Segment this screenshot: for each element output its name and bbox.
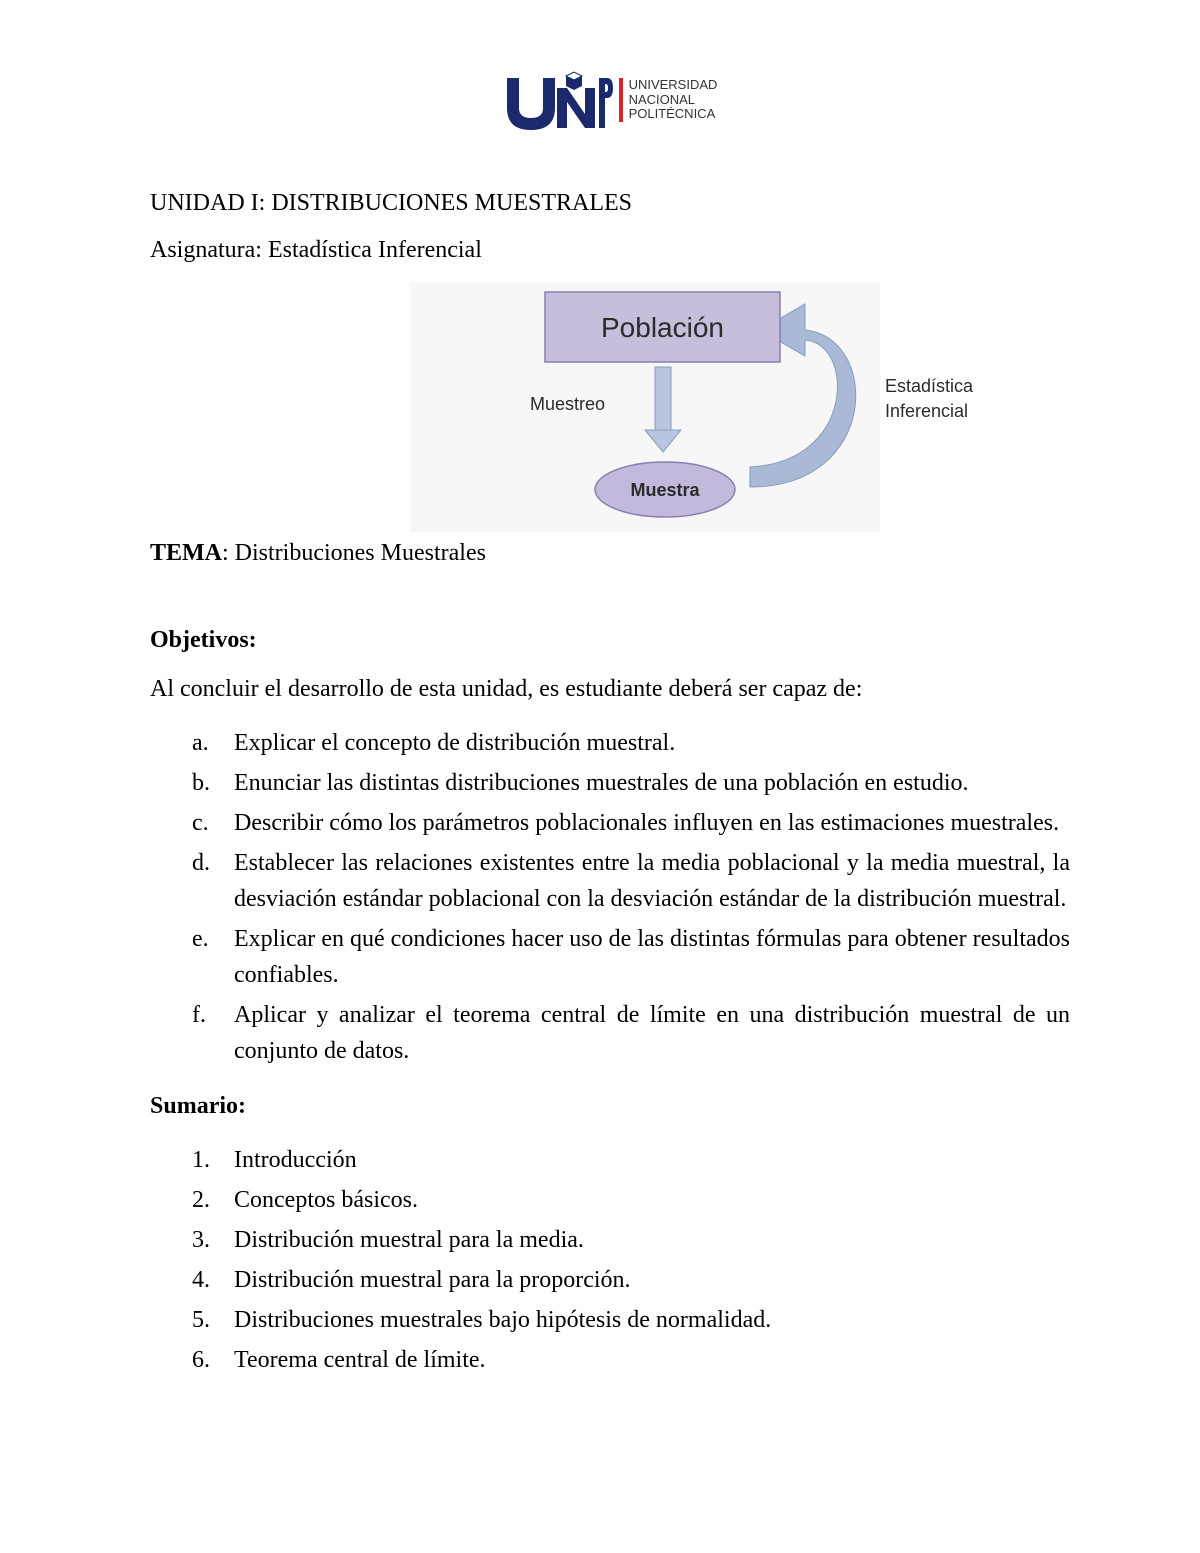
logo-line-2: NACIONAL [629, 93, 718, 108]
list-marker: 2. [192, 1182, 234, 1218]
objective-text: Establecer las relaciones existentes ent… [234, 845, 1070, 917]
list-marker: f. [192, 997, 234, 1069]
logo-line-1: UNIVERSIDAD [629, 78, 718, 93]
label-inferencial_label_1: Estadística [885, 376, 974, 396]
objective-item: b.Enunciar las distintas distribuciones … [192, 765, 1070, 801]
list-marker: 6. [192, 1342, 234, 1378]
tema-label: TEMA [150, 540, 222, 566]
list-marker: e. [192, 921, 234, 993]
list-marker: 3. [192, 1222, 234, 1258]
summary-list: 1.Introducción2.Conceptos básicos.3.Dist… [150, 1142, 1070, 1378]
summary-text: Conceptos básicos. [234, 1182, 418, 1218]
summary-item: 4.Distribución muestral para la proporci… [192, 1262, 1070, 1298]
summary-item: 5.Distribuciones muestrales bajo hipótes… [192, 1302, 1070, 1338]
objective-text: Describir cómo los parámetros poblaciona… [234, 805, 1059, 841]
summary-text: Introducción [234, 1142, 357, 1178]
subject-value: Estadística Inferencial [268, 237, 482, 263]
list-marker: 1. [192, 1142, 234, 1178]
node-label-poblacion: Población [601, 312, 724, 343]
summary-title: Sumario: [150, 1093, 1070, 1120]
logo-mark [503, 70, 613, 130]
objective-text: Explicar en qué condiciones hacer uso de… [234, 921, 1070, 993]
objective-item: d.Establecer las relaciones existentes e… [192, 845, 1070, 917]
objective-item: f.Aplicar y analizar el teorema central … [192, 997, 1070, 1069]
diagram-container: Población Muestra Muestreo Estadística Infer… [330, 282, 1070, 532]
summary-item: 6.Teorema central de límite. [192, 1342, 1070, 1378]
list-marker: b. [192, 765, 234, 801]
summary-text: Distribuciones muestrales bajo hipótesis… [234, 1302, 771, 1338]
summary-text: Distribución muestral para la media. [234, 1222, 584, 1258]
down-arrow-shaft [655, 367, 671, 430]
objectives-list: a.Explicar el concepto de distribución m… [150, 725, 1070, 1069]
list-marker: d. [192, 845, 234, 917]
subject-label: Asignatura: [150, 237, 268, 263]
objective-text: Explicar el concepto de distribución mue… [234, 725, 675, 761]
objective-text: Aplicar y analizar el teorema central de… [234, 997, 1070, 1069]
list-marker: a. [192, 725, 234, 761]
label-inferencial_label_2: Inferencial [885, 401, 968, 421]
objectives-intro: Al concluir el desarrollo de esta unidad… [150, 676, 1070, 703]
objective-text: Enunciar las distintas distribuciones mu… [234, 765, 969, 801]
tema-value: : Distribuciones Muestrales [222, 540, 486, 566]
list-marker: c. [192, 805, 234, 841]
summary-item: 1.Introducción [192, 1142, 1070, 1178]
summary-item: 2.Conceptos básicos. [192, 1182, 1070, 1218]
node-label-muestra: Muestra [630, 480, 700, 500]
tema-line: TEMA: Distribuciones Muestrales [150, 540, 1070, 567]
objectives-title: Objetivos: [150, 627, 1070, 654]
list-marker: 4. [192, 1262, 234, 1298]
subject-line: Asignatura: Estadística Inferencial [150, 237, 1070, 264]
logo-svg [503, 70, 613, 130]
summary-text: Teorema central de límite. [234, 1342, 486, 1378]
label-muestreo_label: Muestreo [530, 394, 605, 414]
objective-item: e.Explicar en qué condiciones hacer uso … [192, 921, 1070, 993]
logo-text: UNIVERSIDAD NACIONAL POLITÉCNICA [619, 78, 718, 123]
summary-text: Distribución muestral para la proporción… [234, 1262, 631, 1298]
objective-item: c.Describir cómo los parámetros poblacio… [192, 805, 1070, 841]
page-header: UNIVERSIDAD NACIONAL POLITÉCNICA [150, 70, 1070, 130]
list-marker: 5. [192, 1302, 234, 1338]
sampling-diagram: Población Muestra Muestreo Estadística Infer… [410, 282, 990, 532]
unit-title: UNIDAD I: DISTRIBUCIONES MUESTRALES [150, 190, 1070, 217]
logo-line-3: POLITÉCNICA [629, 107, 718, 122]
summary-item: 3.Distribución muestral para la media. [192, 1222, 1070, 1258]
objective-item: a.Explicar el concepto de distribución m… [192, 725, 1070, 761]
institution-logo: UNIVERSIDAD NACIONAL POLITÉCNICA [503, 70, 718, 130]
